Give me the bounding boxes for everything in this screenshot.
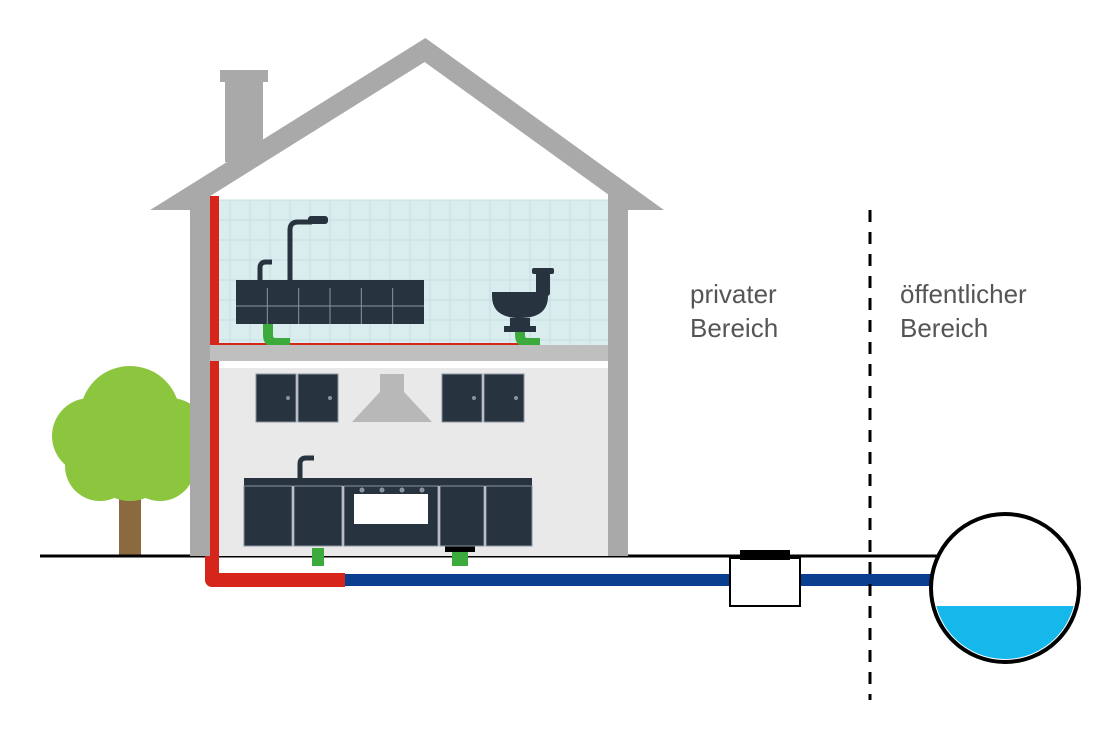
chimney-cap [220,70,268,82]
label-private: privater Bereich [690,278,778,346]
inspection-chamber [730,558,800,606]
label-public: öffentlicher Bereich [900,278,1027,346]
ground-drain-0 [312,548,324,566]
label-public-line2: Bereich [900,313,988,343]
diagram-svg [0,0,1112,746]
kitchen-upper [256,374,524,422]
manhole-cover [740,550,790,560]
label-public-line1: öffentlicher [900,279,1027,309]
label-private-line2: Bereich [690,313,778,343]
floor-slab [210,345,608,361]
label-private-line1: privater [690,279,777,309]
tree-foliage [52,366,208,501]
diagram-canvas: privater Bereich öffentlicher Bereich [0,0,1112,746]
